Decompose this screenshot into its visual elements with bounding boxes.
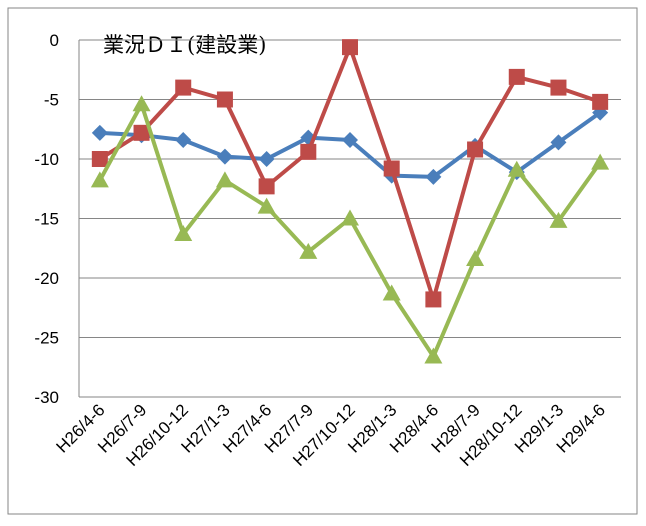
marker bbox=[550, 134, 567, 151]
marker bbox=[466, 249, 485, 266]
marker bbox=[91, 151, 108, 167]
chart-title: 業況ＤＩ(建設業) bbox=[103, 33, 266, 57]
marker bbox=[175, 131, 192, 148]
marker bbox=[507, 160, 526, 177]
marker bbox=[299, 242, 318, 259]
marker bbox=[216, 91, 233, 108]
y-tick-label: -20 bbox=[34, 269, 59, 288]
y-tick-label: -15 bbox=[34, 210, 59, 229]
y-tick-label: -25 bbox=[34, 329, 59, 348]
marker bbox=[257, 197, 276, 214]
marker bbox=[549, 211, 568, 228]
marker bbox=[175, 79, 192, 96]
marker bbox=[216, 148, 233, 165]
marker bbox=[132, 95, 151, 112]
marker bbox=[258, 151, 275, 167]
marker bbox=[592, 93, 609, 110]
marker bbox=[258, 178, 275, 195]
marker bbox=[591, 153, 610, 170]
marker bbox=[341, 209, 359, 226]
marker bbox=[508, 68, 525, 85]
y-tick-label: -10 bbox=[34, 150, 59, 169]
marker bbox=[342, 131, 358, 148]
marker bbox=[174, 224, 193, 241]
y-tick-label: 0 bbox=[50, 31, 59, 50]
marker bbox=[91, 124, 108, 141]
marker bbox=[90, 171, 109, 188]
marker bbox=[383, 160, 400, 177]
marker bbox=[300, 143, 317, 160]
marker bbox=[550, 79, 567, 96]
marker bbox=[425, 291, 442, 308]
y-tick-label: -5 bbox=[44, 91, 59, 110]
chart-border bbox=[7, 7, 638, 515]
marker bbox=[133, 124, 150, 141]
marker bbox=[342, 39, 358, 56]
marker bbox=[424, 347, 443, 364]
marker bbox=[215, 171, 234, 188]
marker bbox=[425, 168, 442, 185]
marker bbox=[467, 141, 484, 158]
y-tick-label: -30 bbox=[34, 388, 59, 407]
marker bbox=[382, 284, 401, 301]
